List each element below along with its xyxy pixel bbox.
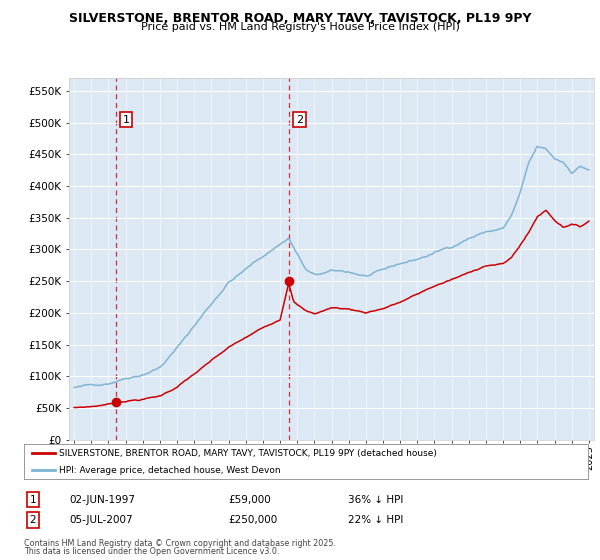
Text: HPI: Average price, detached house, West Devon: HPI: Average price, detached house, West… <box>59 465 281 475</box>
Text: 1: 1 <box>29 494 37 505</box>
Text: 1: 1 <box>122 115 130 124</box>
Text: 36% ↓ HPI: 36% ↓ HPI <box>348 494 403 505</box>
Text: SILVERSTONE, BRENTOR ROAD, MARY TAVY, TAVISTOCK, PL19 9PY (detached house): SILVERSTONE, BRENTOR ROAD, MARY TAVY, TA… <box>59 449 437 458</box>
Text: 05-JUL-2007: 05-JUL-2007 <box>69 515 133 525</box>
Text: 22% ↓ HPI: 22% ↓ HPI <box>348 515 403 525</box>
Text: Price paid vs. HM Land Registry's House Price Index (HPI): Price paid vs. HM Land Registry's House … <box>140 22 460 32</box>
Text: Contains HM Land Registry data © Crown copyright and database right 2025.: Contains HM Land Registry data © Crown c… <box>24 539 336 548</box>
Text: 2: 2 <box>29 515 37 525</box>
Text: 2: 2 <box>296 115 303 124</box>
Text: 02-JUN-1997: 02-JUN-1997 <box>69 494 135 505</box>
Text: £250,000: £250,000 <box>228 515 277 525</box>
Text: £59,000: £59,000 <box>228 494 271 505</box>
Text: SILVERSTONE, BRENTOR ROAD, MARY TAVY, TAVISTOCK, PL19 9PY: SILVERSTONE, BRENTOR ROAD, MARY TAVY, TA… <box>69 12 531 25</box>
Text: This data is licensed under the Open Government Licence v3.0.: This data is licensed under the Open Gov… <box>24 547 280 556</box>
